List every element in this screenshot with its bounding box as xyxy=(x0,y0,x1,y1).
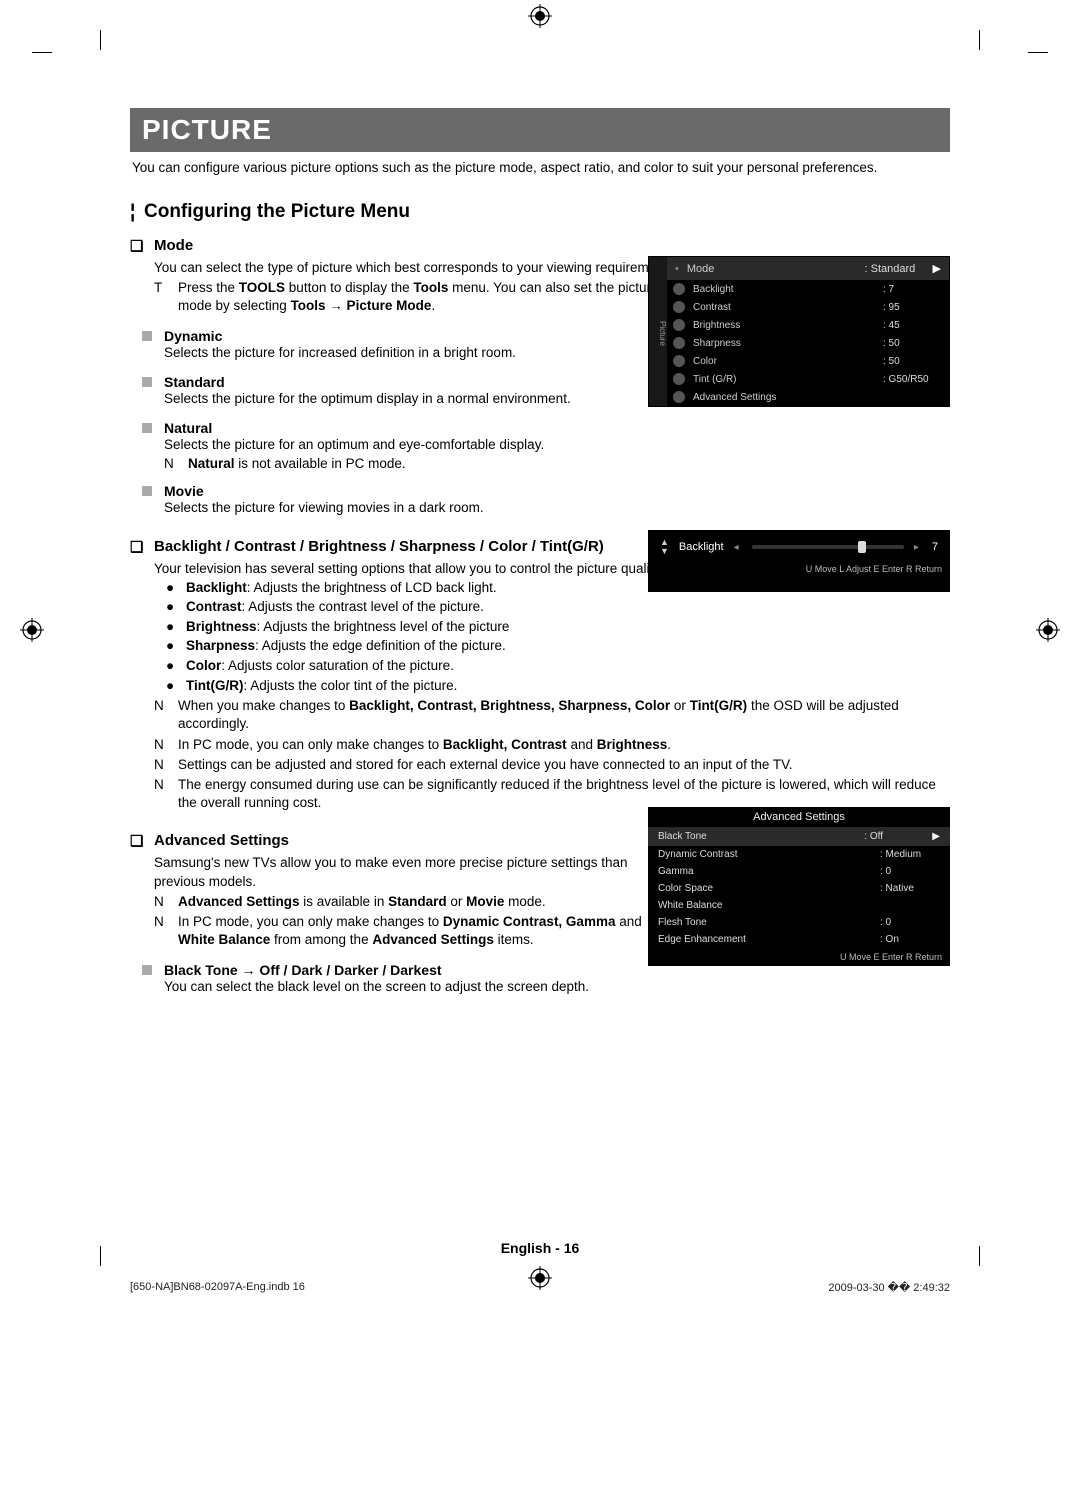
osd-picture-menu: Picture •Mode: Standard▶Backlight: 7Cont… xyxy=(648,256,950,407)
print-right: 2009-03-30 �� 2:49:32 xyxy=(828,1281,950,1294)
osd2-footer: U Move L Adjust E Enter R Return xyxy=(648,560,950,578)
square-icon xyxy=(142,423,152,433)
updown-arrows-icon: ▲▼ xyxy=(660,538,669,556)
bullet-icon: ● xyxy=(166,617,174,637)
page-title: PICTURE xyxy=(130,108,950,152)
mode-subitem-title: Standard xyxy=(164,374,571,390)
osd-menu-row[interactable]: Tint (G/R): G50/R50 xyxy=(667,370,949,388)
tools-note: T Press the TOOLS button to display the … xyxy=(154,279,664,315)
menu-icon xyxy=(673,373,685,385)
reg-mark-top xyxy=(528,4,552,28)
menu-icon xyxy=(673,391,685,403)
mode-subitem-desc: Selects the picture for the optimum disp… xyxy=(164,390,571,408)
menu-icon xyxy=(673,355,685,367)
section-bar-icon: ¦ xyxy=(130,201,134,223)
square-icon xyxy=(142,331,152,341)
checkbox-icon: ❏ xyxy=(130,538,144,556)
mode-heading: Mode xyxy=(154,237,193,255)
osd3-footer: U Move E Enter R Return xyxy=(648,948,950,966)
setting-bullet: ●Brightness: Adjusts the brightness leve… xyxy=(166,617,950,637)
setting-bullet: ●Contrast: Adjusts the contrast level of… xyxy=(166,597,950,617)
bullet-icon: ● xyxy=(166,636,174,656)
osd-menu-row[interactable]: Sharpness: 50 xyxy=(667,334,949,352)
bullet-icon: ● xyxy=(166,676,174,696)
menu-icon xyxy=(673,337,685,349)
setting-note: NIn PC mode, you can only make changes t… xyxy=(154,736,950,754)
menu-icon xyxy=(673,301,685,313)
advanced-heading: Advanced Settings xyxy=(154,832,289,850)
setting-note: NSettings can be adjusted and stored for… xyxy=(154,756,950,774)
crop-line xyxy=(100,30,101,50)
slider-label: Backlight xyxy=(679,541,724,553)
mode-subitem-note: N Natural is not available in PC mode. xyxy=(164,456,544,471)
setting-note: NWhen you make changes to Backlight, Con… xyxy=(154,697,950,733)
mode-subitem: Natural Selects the picture for an optim… xyxy=(142,420,950,471)
bullet-icon: ● xyxy=(166,597,174,617)
mode-subitem-title: Natural xyxy=(164,420,544,436)
osd-menu-row[interactable]: Black Tone: Off▶ xyxy=(648,827,950,846)
blacktone-heading: Black Tone → Off / Dark / Darker / Darke… xyxy=(164,962,589,978)
osd-menu-row[interactable]: Flesh Tone: 0 xyxy=(648,914,950,931)
setting-bullet: ●Color: Adjusts color saturation of the … xyxy=(166,656,950,676)
checkbox-icon: ❏ xyxy=(130,237,144,255)
tools-text: Press the TOOLS button to display the To… xyxy=(178,279,664,315)
print-left: [650-NA]BN68-02097A-Eng.indb 16 xyxy=(130,1281,305,1294)
slider-thumb[interactable] xyxy=(858,541,866,553)
mode-subitem-desc: Selects the picture for an optimum and e… xyxy=(164,436,544,454)
osd-advanced-settings: Advanced Settings Black Tone: Off▶Dynami… xyxy=(648,807,950,966)
osd-menu-row[interactable]: Dynamic Contrast: Medium xyxy=(648,846,950,863)
intro-text: You can configure various picture option… xyxy=(132,160,950,175)
reg-mark-right xyxy=(1036,618,1060,642)
right-arrow-icon: ▸ xyxy=(914,542,922,553)
advanced-note2: N In PC mode, you can only make changes … xyxy=(154,913,654,949)
mode-subitem: Movie Selects the picture for viewing mo… xyxy=(142,483,950,517)
osd-menu-row[interactable]: Backlight: 7 xyxy=(667,280,949,298)
osd-menu-row[interactable]: Gamma: 0 xyxy=(648,863,950,880)
osd3-title: Advanced Settings xyxy=(648,807,950,827)
osd-menu-row[interactable]: Color: 50 xyxy=(667,352,949,370)
checkbox-icon: ❏ xyxy=(130,832,144,850)
osd-menu-row[interactable]: Advanced Settings xyxy=(667,388,949,406)
left-arrow-icon: ◂ xyxy=(734,542,742,553)
mode-subitem-desc: Selects the picture for increased defini… xyxy=(164,344,516,362)
section-heading: ¦ Configuring the Picture Menu xyxy=(130,201,950,223)
right-arrow-icon: ▶ xyxy=(933,262,941,275)
blacktone-desc: You can select the black level on the sc… xyxy=(164,978,589,996)
bullet-icon: ● xyxy=(166,578,174,598)
osd-menu-row[interactable]: Contrast: 95 xyxy=(667,298,949,316)
osd-backlight-slider: ▲▼ Backlight ◂ ▸ 7 U Move L Adjust E Ent… xyxy=(648,530,950,592)
osd-menu-row[interactable]: White Balance xyxy=(648,897,950,914)
setting-bullet: ●Tint(G/R): Adjusts the color tint of th… xyxy=(166,676,950,696)
settings-heading: Backlight / Contrast / Brightness / Shar… xyxy=(154,538,604,556)
print-footer: [650-NA]BN68-02097A-Eng.indb 16 2009-03-… xyxy=(130,1281,950,1294)
blacktone-item: Black Tone → Off / Dark / Darker / Darke… xyxy=(142,962,950,996)
slider-track[interactable] xyxy=(752,545,904,549)
osd-menu-row[interactable]: Brightness: 45 xyxy=(667,316,949,334)
mode-heading-row: ❏ Mode xyxy=(130,237,950,255)
tools-marker: T xyxy=(154,279,168,315)
osd-sidebar-label: Picture xyxy=(649,257,667,406)
slider-value: 7 xyxy=(932,541,938,553)
setting-bullet: ●Sharpness: Adjusts the edge definition … xyxy=(166,636,950,656)
square-icon xyxy=(142,377,152,387)
menu-icon xyxy=(673,283,685,295)
mode-subitem-desc: Selects the picture for viewing movies i… xyxy=(164,499,484,517)
advanced-intro: Samsung's new TVs allow you to make even… xyxy=(154,854,654,890)
menu-icon xyxy=(673,319,685,331)
osd-menu-row[interactable]: Color Space: Native xyxy=(648,880,950,897)
osd-menu-row[interactable]: •Mode: Standard▶ xyxy=(667,257,949,280)
reg-mark-left xyxy=(20,618,44,642)
right-arrow-icon: ▶ xyxy=(932,831,940,842)
bullet-icon: ● xyxy=(166,656,174,676)
section-heading-text: Configuring the Picture Menu xyxy=(144,201,410,223)
mode-subitem-title: Dynamic xyxy=(164,328,516,344)
crop-line xyxy=(32,52,52,53)
square-icon xyxy=(142,965,152,975)
crop-line xyxy=(1028,52,1048,53)
osd-menu-row[interactable]: Edge Enhancement: On xyxy=(648,931,950,948)
crop-line xyxy=(979,30,980,50)
page-number: English - 16 xyxy=(0,1240,1080,1256)
square-icon xyxy=(142,486,152,496)
mode-subitem-title: Movie xyxy=(164,483,484,499)
